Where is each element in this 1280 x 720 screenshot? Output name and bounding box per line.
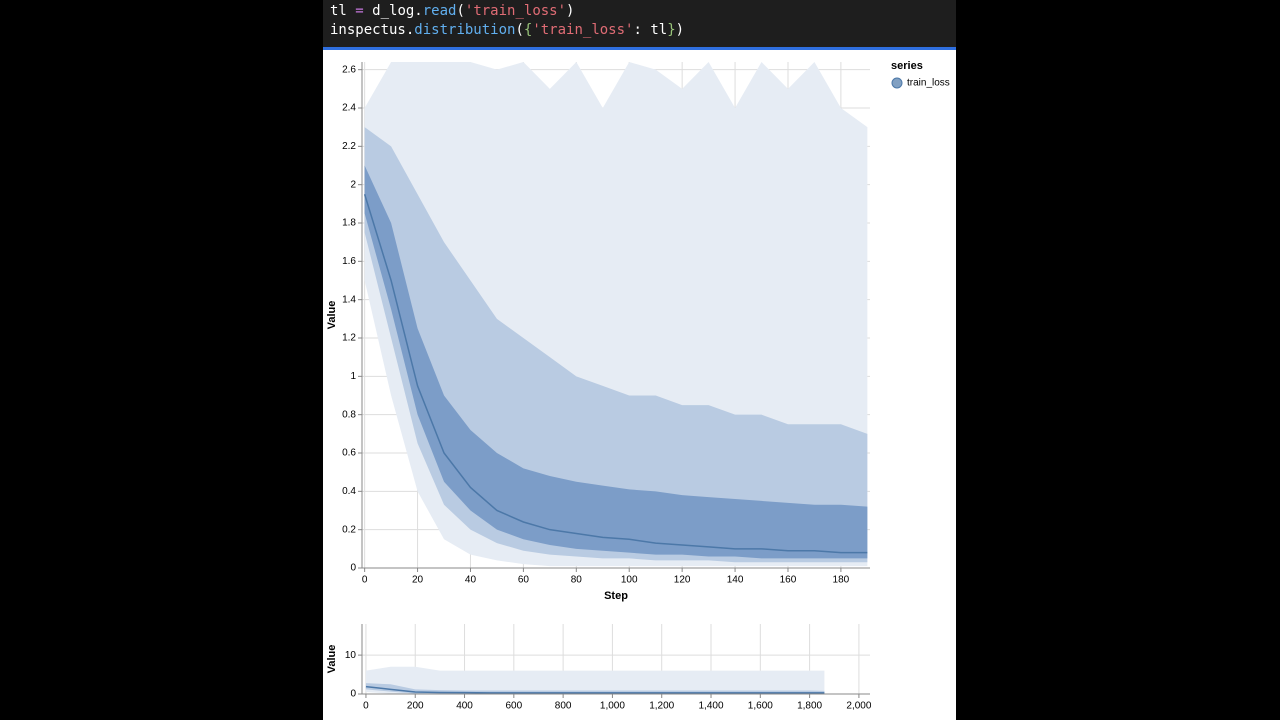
y-tick-label: 0.2 (342, 524, 356, 535)
code-token: distribution (414, 22, 516, 38)
x-tick-label: 80 (571, 575, 583, 586)
x-tick-label: 0 (363, 701, 369, 712)
code-token: ) (566, 3, 575, 19)
y-tick-label: 2.6 (342, 64, 356, 75)
code-token: inspectus. (330, 22, 415, 38)
x-tick-label: 0 (362, 575, 368, 586)
code-token: { (523, 22, 533, 38)
code-token: = (346, 3, 373, 19)
y-tick-label: 1.2 (342, 333, 356, 344)
y-tick-label: 1 (350, 371, 356, 382)
median-line (365, 685, 825, 694)
y-axis-title: Value (326, 301, 338, 330)
x-tick-label: 800 (555, 701, 572, 712)
y-tick-label: 2 (350, 179, 356, 190)
x-tick-label: 400 (456, 701, 473, 712)
x-tick-label: 2,000 (846, 701, 871, 712)
code-token: tl (330, 3, 347, 19)
code-cell[interactable]: tl = d_log.read('train_loss') inspectus.d… (323, 0, 956, 50)
x-tick-label: 1,800 (797, 701, 822, 712)
code-token: 'train_loss' (532, 22, 634, 38)
x-tick-label: 40 (465, 575, 477, 586)
x-tick-label: 1,600 (748, 701, 773, 712)
y-tick-label: 1.6 (342, 256, 356, 267)
x-tick-label: 180 (833, 575, 850, 586)
x-tick-label: 160 (780, 575, 797, 586)
x-tick-label: 1,400 (699, 701, 724, 712)
x-tick-label: 140 (727, 575, 744, 586)
code-token: ) (675, 22, 685, 38)
x-tick-label: 120 (674, 575, 691, 586)
y-axis-title: Value (326, 645, 338, 674)
legend-symbol (891, 77, 903, 89)
y-tick-label: 0.8 (342, 409, 356, 420)
code-line: inspectus.distribution({'train_loss': tl… (323, 21, 956, 40)
code-token: ( (515, 22, 524, 38)
y-tick-label: 2.2 (342, 141, 356, 152)
legend-label: train_loss (907, 78, 950, 89)
legend-title: series (891, 60, 923, 72)
x-tick-label: 200 (407, 701, 424, 712)
code-token: } (667, 22, 676, 38)
y-tick-label: 2.4 (342, 103, 356, 114)
plot (363, 62, 868, 567)
code-token: 'train_loss' (464, 3, 567, 19)
distribution-band (365, 683, 825, 694)
y-tick-label: 10 (345, 650, 357, 661)
distribution-band (364, 165, 868, 559)
median-line (363, 194, 868, 554)
distribution-band (365, 666, 825, 694)
code-token: d_log. (372, 3, 423, 19)
x-tick-label: 60 (518, 575, 530, 586)
y-tick-label: 0.4 (342, 486, 356, 497)
x-tick-label: 600 (505, 701, 522, 712)
x-tick-label: 100 (621, 575, 638, 586)
x-axis-title: Step (604, 590, 628, 602)
code-token: : tl (633, 22, 668, 38)
y-tick-label: 0.6 (342, 448, 356, 459)
x-tick-label: 1,200 (649, 701, 674, 712)
code-line: tl = d_log.read('train_loss') (323, 2, 956, 21)
code-token: read (422, 3, 457, 19)
y-tick-label: 1.8 (342, 218, 356, 229)
y-tick-label: 0 (350, 563, 356, 574)
code-token: ( (456, 3, 465, 19)
plot (365, 666, 825, 694)
x-tick-label: 20 (412, 575, 424, 586)
x-tick-label: 1,000 (600, 701, 625, 712)
y-tick-label: 1.4 (342, 294, 356, 305)
y-tick-label: 0 (350, 689, 356, 700)
